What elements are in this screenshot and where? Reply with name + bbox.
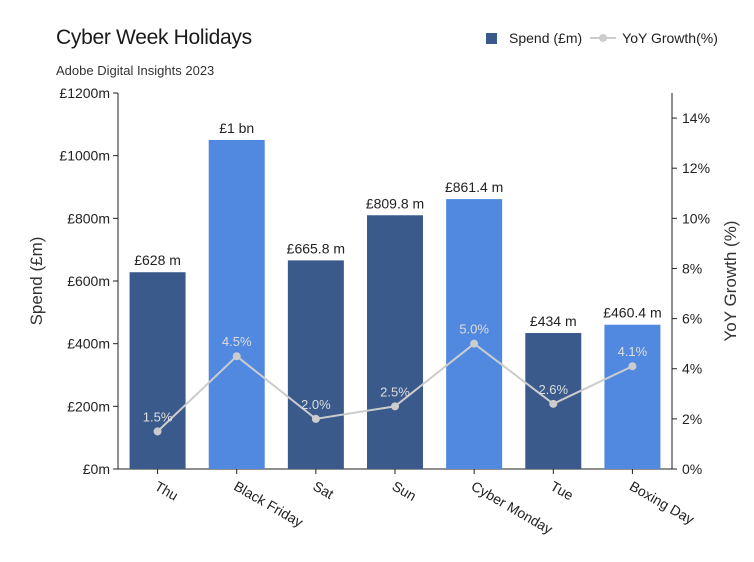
growth-point [470,339,479,348]
growth-value-label: 2.6% [538,382,568,397]
y-axis-title: Spend (£m) [27,237,46,326]
bar-value-label: £665.8 m [287,240,345,256]
legend-item-growth: YoY Growth(%) [590,30,718,46]
legend: Spend (£m) YoY Growth(%) [486,30,718,46]
growth-point [628,362,637,371]
y2-tick-label: 2% [682,411,702,427]
bar-value-label: £809.8 m [366,195,424,211]
y-tick-label: £1200m [59,85,110,101]
legend-item-spend: Spend (£m) [486,30,582,46]
growth-value-label: 4.5% [222,334,252,349]
y-tick-label: £1000m [59,148,110,164]
x-tick-label: Thu [152,478,181,504]
x-tick-label: Cyber Monday [469,478,556,537]
y2-tick-label: 10% [682,210,710,226]
y2-axis-title: YoY Growth (%) [721,221,740,342]
bar [129,272,186,469]
growth-value-label: 1.5% [143,409,173,424]
bar-value-label: £434 m [530,313,577,329]
y-tick-label: £800m [67,210,110,226]
bar [367,215,423,469]
x-tick-label: Sun [390,478,420,504]
growth-value-label: 5.0% [459,322,489,337]
y2-tick-label: 4% [682,361,702,377]
bar [208,140,265,469]
x-tick-label: Tue [548,478,577,504]
growth-point [153,427,162,436]
growth-value-label: 2.5% [380,384,410,399]
y2-tick-label: 6% [682,311,702,327]
legend-swatch-growth [590,32,617,44]
bar-value-label: £861.4 m [445,179,503,195]
growth-point [549,399,558,408]
growth-value-label: 2.0% [301,397,331,412]
chart-title: Cyber Week Holidays [56,26,252,49]
growth-point [391,402,399,411]
growth-value-label: 4.1% [618,344,648,359]
y-tick-label: £0m [83,461,110,477]
legend-label-growth: YoY Growth(%) [622,30,718,46]
y2-tick-label: 0% [682,461,702,477]
bar [287,260,344,469]
bar-value-label: £1 bn [219,120,254,136]
growth-point [232,352,241,361]
legend-label-spend: Spend (£m) [509,30,583,46]
chart-subtitle: Adobe Digital Insights 2023 [56,63,215,78]
y2-tick-label: 8% [682,260,702,276]
y-tick-label: £200m [67,398,110,414]
y2-tick-label: 12% [682,160,710,176]
bar [604,324,661,469]
y-tick-label: £400m [67,336,110,352]
bar-value-label: £628 m [134,252,181,268]
legend-swatch-spend [486,32,497,44]
x-tick-label: Black Friday [231,478,306,530]
y-tick-label: £600m [67,273,110,289]
bar-value-label: £460.4 m [603,305,661,321]
x-tick-label: Sat [310,478,336,502]
y2-tick-label: 14% [682,110,710,126]
x-tick-label: Boxing Day [627,478,697,528]
bar [446,199,503,469]
growth-point [311,414,320,423]
